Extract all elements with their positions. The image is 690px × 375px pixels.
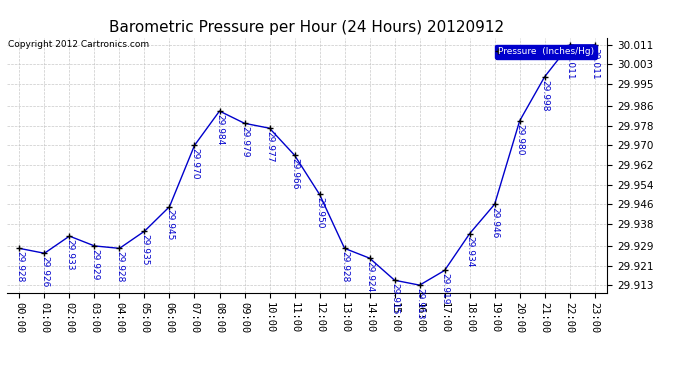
Pressure  (Inches/Hg) [66, 234, 74, 238]
Text: 29.984: 29.984 [215, 114, 224, 145]
Pressure  (Inches/Hg) [415, 283, 424, 287]
Pressure  (Inches/Hg) [115, 246, 124, 250]
Pressure  (Inches/Hg) [491, 202, 499, 207]
Pressure  (Inches/Hg) [540, 75, 549, 79]
Pressure  (Inches/Hg) [366, 256, 374, 260]
Text: 29.919: 29.919 [440, 273, 449, 305]
Pressure  (Inches/Hg) [140, 229, 148, 234]
Text: 29.998: 29.998 [540, 80, 549, 111]
Pressure  (Inches/Hg) [391, 278, 399, 282]
Text: 29.970: 29.970 [190, 148, 199, 180]
Text: 29.929: 29.929 [90, 249, 99, 280]
Pressure  (Inches/Hg) [340, 246, 348, 250]
Pressure  (Inches/Hg) [290, 153, 299, 158]
Text: 29.950: 29.950 [315, 197, 324, 229]
Text: 29.946: 29.946 [490, 207, 499, 238]
Text: 29.913: 29.913 [415, 288, 424, 320]
Text: 29.926: 29.926 [40, 256, 49, 287]
Pressure  (Inches/Hg) [15, 246, 23, 250]
Pressure  (Inches/Hg) [90, 244, 99, 248]
Line: Pressure  (Inches/Hg): Pressure (Inches/Hg) [17, 42, 598, 288]
Pressure  (Inches/Hg) [566, 43, 574, 47]
Pressure  (Inches/Hg) [315, 192, 324, 196]
Pressure  (Inches/Hg) [440, 268, 449, 273]
Text: 29.979: 29.979 [240, 126, 249, 158]
Text: 29.966: 29.966 [290, 158, 299, 189]
Text: 29.977: 29.977 [265, 131, 274, 162]
Pressure  (Inches/Hg) [466, 231, 474, 236]
Pressure  (Inches/Hg) [515, 118, 524, 123]
Text: 29.928: 29.928 [115, 251, 124, 282]
Pressure  (Inches/Hg) [240, 121, 248, 126]
Text: Copyright 2012 Cartronics.com: Copyright 2012 Cartronics.com [8, 40, 148, 49]
Text: 29.928: 29.928 [15, 251, 24, 282]
Text: 29.934: 29.934 [465, 236, 474, 268]
Text: 29.945: 29.945 [165, 210, 174, 241]
Pressure  (Inches/Hg) [266, 126, 274, 130]
Pressure  (Inches/Hg) [591, 43, 599, 47]
Pressure  (Inches/Hg) [40, 251, 48, 255]
Text: 29.933: 29.933 [65, 239, 74, 270]
Text: 29.924: 29.924 [365, 261, 374, 292]
Text: 30.011: 30.011 [590, 48, 599, 79]
Text: 29.935: 29.935 [140, 234, 149, 266]
Text: 29.980: 29.980 [515, 124, 524, 155]
Legend: Pressure  (Inches/Hg): Pressure (Inches/Hg) [495, 45, 597, 59]
Pressure  (Inches/Hg) [215, 109, 224, 113]
Pressure  (Inches/Hg) [190, 143, 199, 148]
Text: 30.011: 30.011 [565, 48, 574, 79]
Text: 29.928: 29.928 [340, 251, 349, 282]
Title: Barometric Pressure per Hour (24 Hours) 20120912: Barometric Pressure per Hour (24 Hours) … [110, 20, 504, 35]
Text: 29.915: 29.915 [390, 283, 399, 315]
Pressure  (Inches/Hg) [166, 204, 174, 209]
